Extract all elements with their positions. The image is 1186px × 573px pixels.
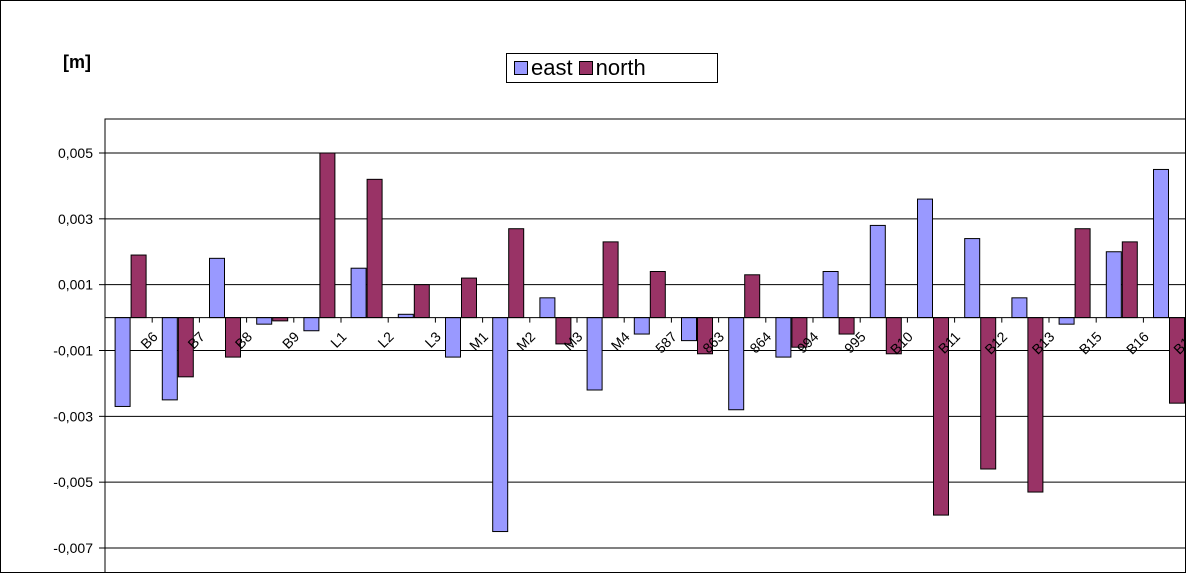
bar-east [917, 198, 933, 319]
bar-east [964, 238, 981, 319]
bar-east [633, 317, 650, 335]
bar-east [445, 317, 461, 358]
y-tick-label: 0,001 [58, 277, 93, 293]
legend-item-east: east [514, 55, 573, 81]
legend-swatch-east [514, 61, 528, 75]
bar-north [319, 152, 336, 319]
y-tick-label: 0,005 [58, 145, 93, 161]
bar-east [161, 317, 178, 401]
bar-east [1011, 297, 1028, 319]
bar-east [775, 317, 792, 358]
bar-north [130, 254, 147, 319]
y-tick-label: -0,001 [53, 343, 93, 359]
bar-east [1105, 251, 1122, 319]
bar-east [539, 297, 556, 319]
bar-north [413, 284, 430, 319]
bar-north [602, 241, 619, 319]
bar-east [681, 317, 697, 342]
bar-east [1058, 317, 1075, 325]
plot-border [104, 118, 1185, 572]
bar-east [350, 267, 367, 319]
bar-east [492, 317, 509, 533]
legend-item-north: north [578, 55, 646, 81]
y-unit-label: [m] [63, 52, 91, 72]
bar-north [1169, 317, 1185, 404]
bar-east [303, 317, 320, 332]
bar-north [366, 178, 383, 319]
bar-north [461, 277, 477, 319]
bar-east [256, 317, 273, 325]
bar-north [1121, 241, 1138, 319]
bar-east [209, 257, 225, 319]
y-tick-label: 0,003 [58, 211, 93, 227]
bar-north [1074, 228, 1091, 319]
bar-east [728, 317, 745, 411]
legend: east north [506, 53, 718, 83]
bar-east [1153, 168, 1169, 319]
legend-label-east: east [531, 55, 573, 80]
bar-north [649, 271, 666, 319]
bar-east [114, 317, 131, 407]
bar-north [838, 317, 855, 335]
bar-north [508, 228, 525, 319]
bar-east [586, 317, 603, 391]
legend-label-north: north [595, 55, 646, 80]
bar-north [744, 274, 761, 319]
y-tick-label: -0,005 [53, 474, 93, 490]
y-tick-label: -0,007 [53, 540, 93, 556]
bar-east [822, 271, 839, 319]
y-tick-label: -0,003 [53, 408, 93, 424]
bar-east [869, 224, 886, 319]
legend-swatch-north [578, 61, 593, 75]
